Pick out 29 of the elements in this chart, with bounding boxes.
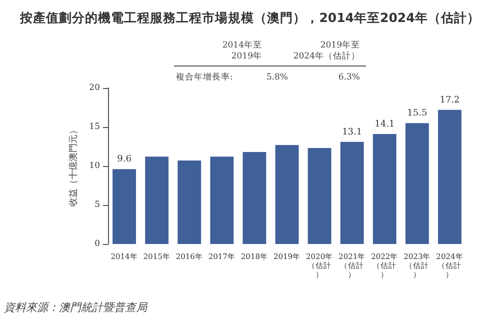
- text: 5.8%: [266, 72, 288, 82]
- y-axis-title: 收益（十億澳門元）: [68, 126, 79, 206]
- data-label: 9.6: [117, 154, 132, 165]
- bar: [340, 142, 364, 244]
- bar: [275, 144, 299, 244]
- y-tick-label: 0: [94, 239, 100, 249]
- data-label: 15.5: [407, 108, 428, 119]
- bar: [242, 152, 266, 244]
- bar: [145, 156, 169, 244]
- bar: [438, 110, 462, 244]
- bar: [112, 169, 136, 244]
- bar: [178, 160, 202, 244]
- text: 2019年至 2024年（估計）: [293, 40, 360, 62]
- y-tick-label: 5: [94, 200, 100, 210]
- data-label: 14.1: [374, 120, 395, 130]
- y-tick-label: 15: [89, 122, 100, 132]
- bar: [372, 134, 396, 244]
- text: 複合年增長率:: [176, 72, 233, 82]
- y-tick-label: 20: [89, 83, 100, 93]
- bar: [210, 156, 234, 244]
- text: 2014年至 2019年: [222, 40, 262, 62]
- data-label: 13.1: [342, 127, 362, 138]
- source-note: 資料來源：澳門統計暨普查局: [4, 301, 148, 314]
- y-tick-label: 10: [89, 161, 100, 171]
- bar: [405, 123, 429, 244]
- chart-title: 按產值劃分的機電工程服務工程市場規模（澳門），2014年至2024年（估計）: [19, 10, 480, 25]
- data-label: 17.2: [440, 95, 460, 106]
- text: 6.3%: [338, 72, 360, 82]
- bar: [308, 148, 332, 244]
